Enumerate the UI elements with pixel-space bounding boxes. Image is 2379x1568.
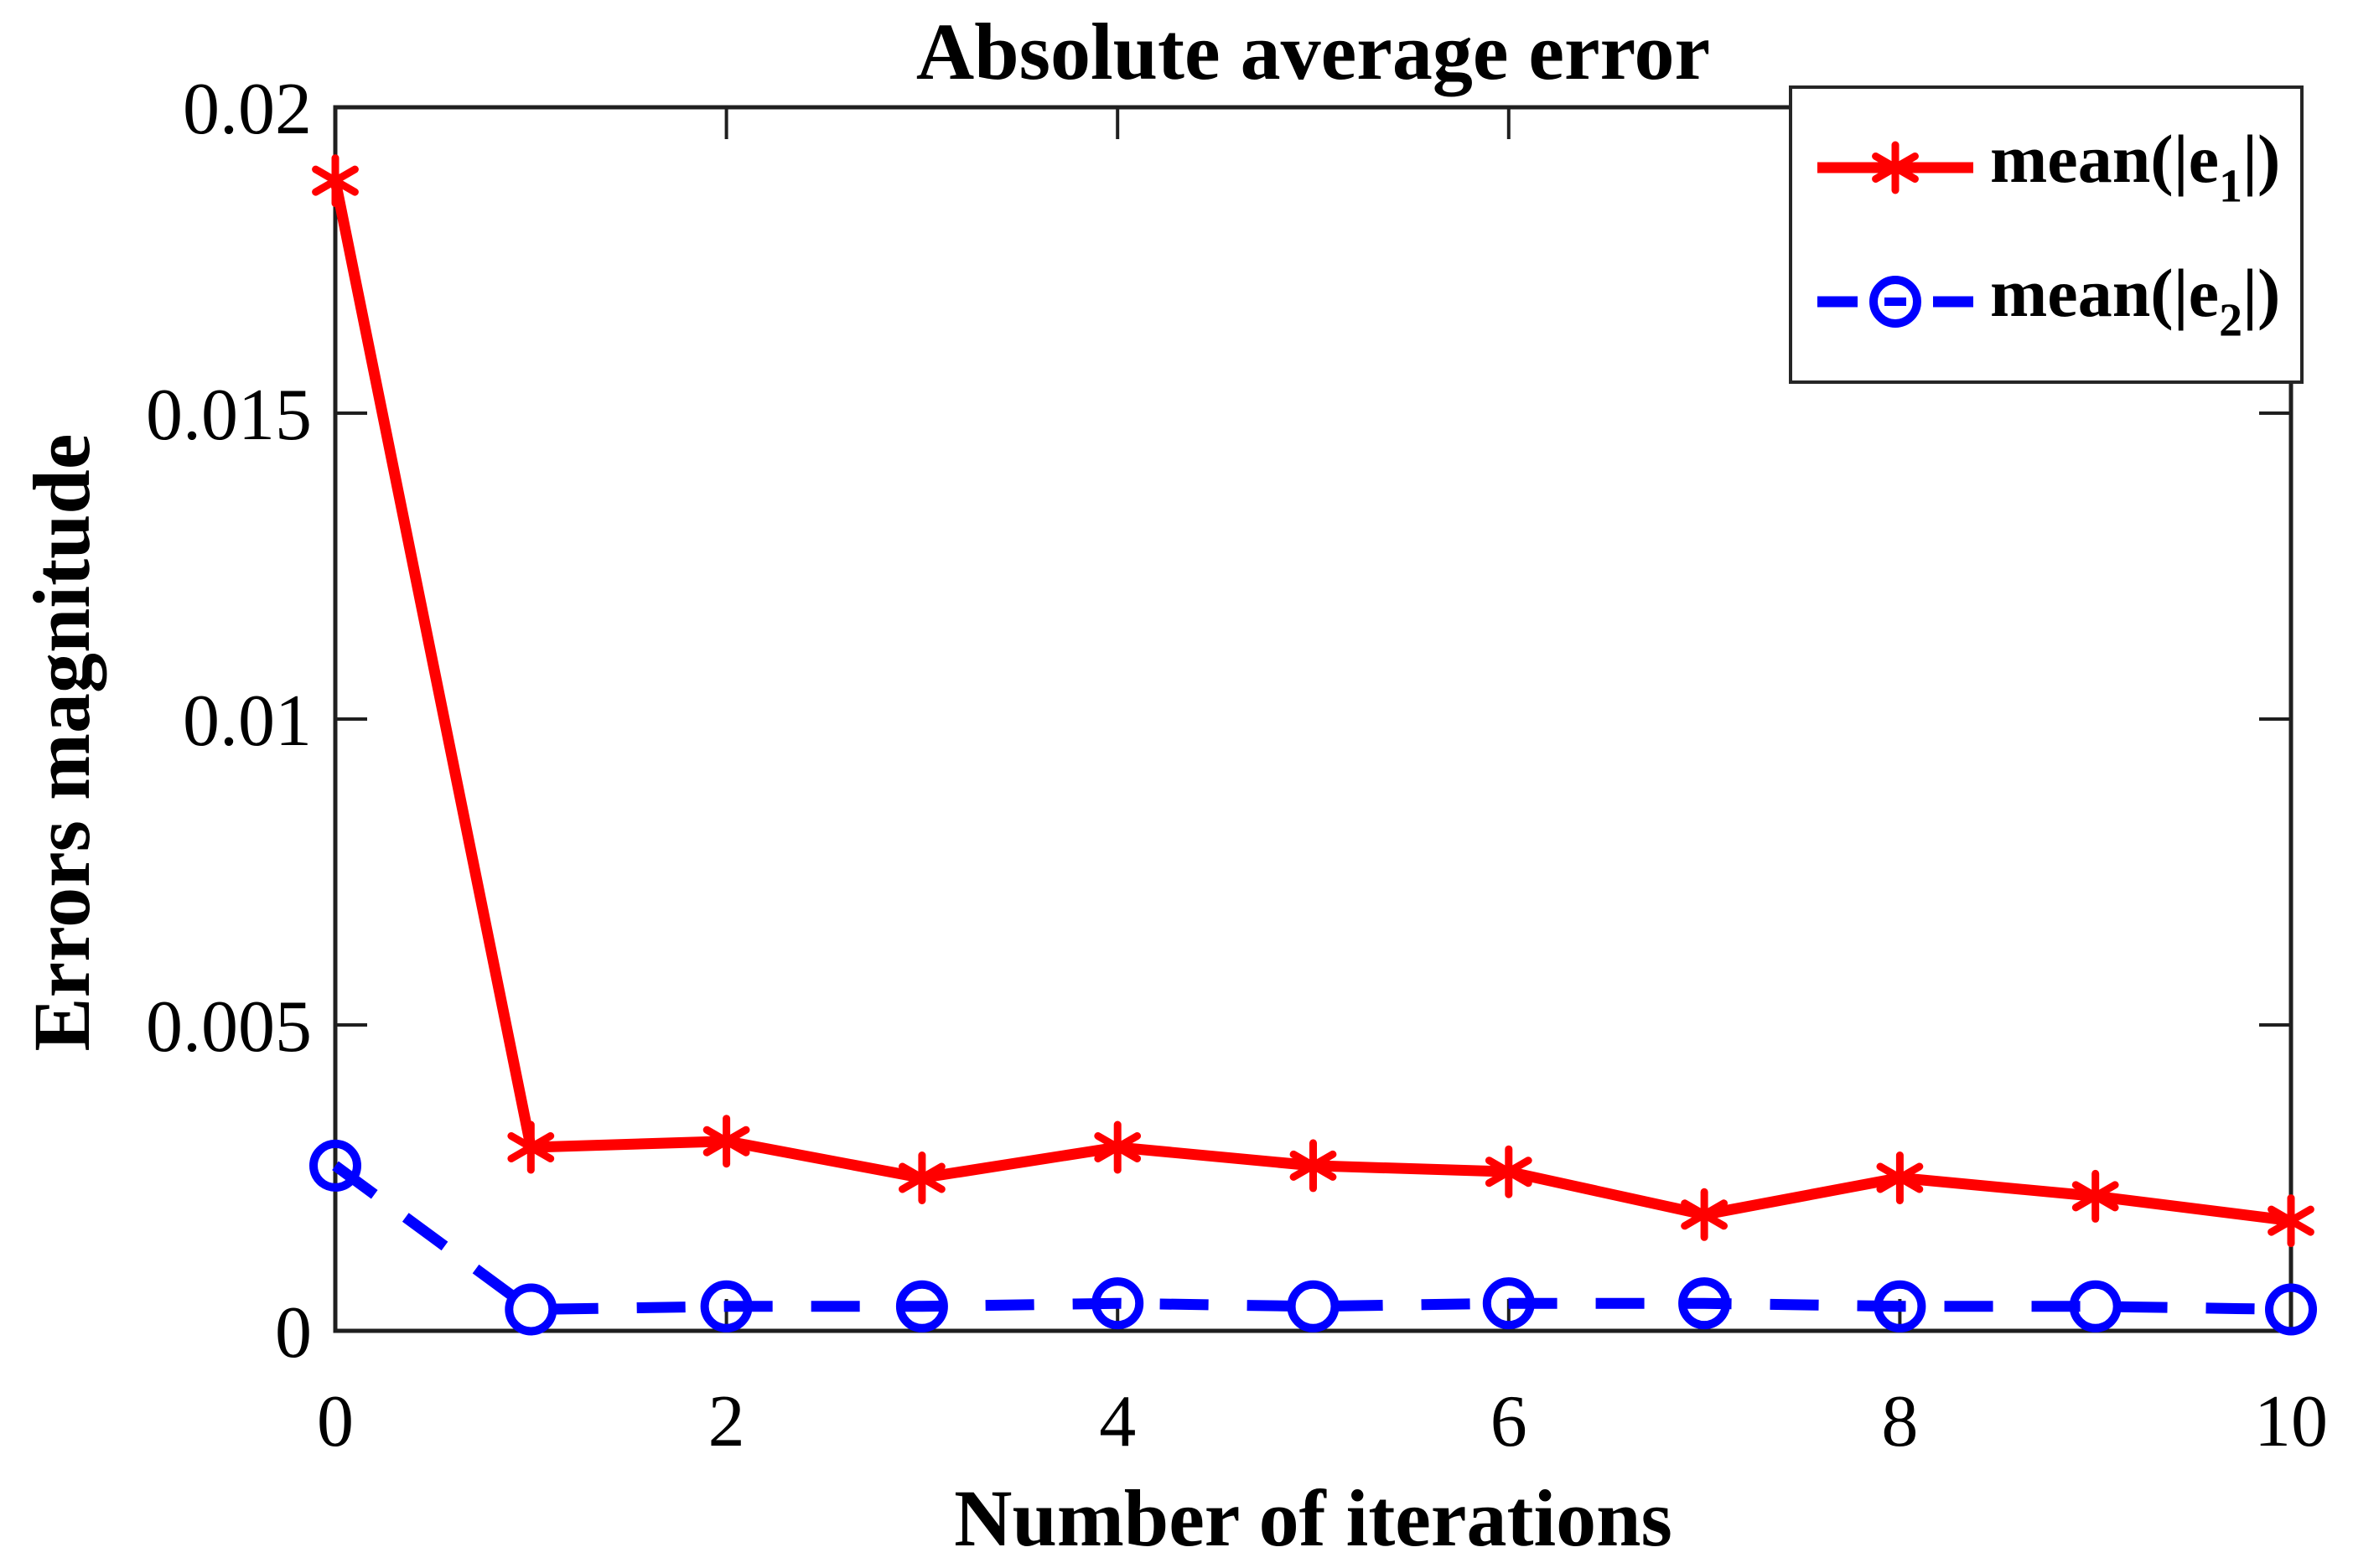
legend: mean(|e1|) mean(|e2|)	[1789, 85, 2304, 384]
circle-marker-icon	[895, 1280, 948, 1333]
y-tick-label: 0.015	[146, 375, 312, 456]
series-markers-mean-e1	[312, 154, 2314, 1248]
x-tick-label: 6	[1490, 1381, 1527, 1462]
legend-label-subscript: 1	[2219, 160, 2242, 213]
legend-label-mean-e1: mean(|e1|)	[1990, 124, 2280, 213]
legend-label-subscript: 2	[2219, 294, 2242, 347]
series-markers-mean-e2	[309, 1139, 2317, 1336]
asterisk-marker-icon	[1289, 1139, 1337, 1193]
y-tick-label: 0.02	[183, 69, 312, 150]
circle-marker-icon	[700, 1280, 753, 1333]
circle-marker-icon	[1482, 1277, 1535, 1330]
circle-marker-icon	[2069, 1280, 2122, 1333]
x-tick-label: 10	[2254, 1381, 2328, 1462]
legend-entry-mean-e2: mean(|e2|)	[1817, 258, 2292, 347]
asterisk-marker-icon	[899, 1151, 946, 1204]
circle-marker-icon	[1678, 1277, 1731, 1330]
x-tick-labels: 0 2 4 6 8 10	[317, 1381, 2328, 1462]
series-line-mean-e2	[332, 1161, 2292, 1315]
y-tick-label: 0	[275, 1292, 312, 1374]
x-tick-label: 8	[1881, 1381, 1918, 1462]
asterisk-marker-icon	[2071, 1169, 2119, 1223]
x-tick-label: 4	[1099, 1381, 1136, 1462]
circle-marker-icon	[1874, 1280, 1926, 1333]
y-tick-label: 0.005	[146, 986, 312, 1068]
circle-marker-icon	[309, 1139, 361, 1192]
legend-label-mean-e2: mean(|e2|)	[1990, 258, 2280, 347]
y-tick-label: 0.01	[183, 681, 312, 762]
y-tick-labels: 0 0.005 0.01 0.015 0.02	[146, 69, 312, 1374]
circle-marker-icon	[2265, 1283, 2317, 1336]
circle-marker-icon	[1091, 1277, 1144, 1330]
circle-marker-icon	[1287, 1280, 1340, 1333]
asterisk-marker-icon	[2268, 1194, 2314, 1248]
asterisk-marker-icon	[1681, 1188, 1728, 1241]
legend-label-suffix: |)	[2242, 254, 2281, 331]
asterisk-marker-icon	[507, 1120, 555, 1174]
asterisk-marker-icon	[702, 1115, 750, 1168]
red-solid-asterisk-line-icon	[1817, 141, 1973, 194]
x-axis-label: Number of iterations	[954, 1473, 1672, 1563]
asterisk-marker-icon	[1876, 1151, 1924, 1204]
asterisk-marker-icon	[312, 154, 359, 208]
asterisk-marker-icon	[1094, 1120, 1142, 1174]
legend-label-suffix: |)	[2242, 120, 2281, 197]
x-tick-label: 0	[317, 1381, 354, 1462]
legend-entry-mean-e1: mean(|e1|)	[1817, 124, 2292, 213]
circle-marker-icon	[505, 1283, 557, 1336]
chart-title: Absolute average error	[915, 7, 1711, 96]
blue-dashed-circle-line-icon	[1817, 275, 1973, 328]
asterisk-marker-icon	[1485, 1145, 1532, 1198]
legend-label-prefix: mean(|e	[1990, 120, 2220, 197]
x-tick-label: 2	[708, 1381, 745, 1462]
legend-label-prefix: mean(|e	[1990, 254, 2220, 331]
